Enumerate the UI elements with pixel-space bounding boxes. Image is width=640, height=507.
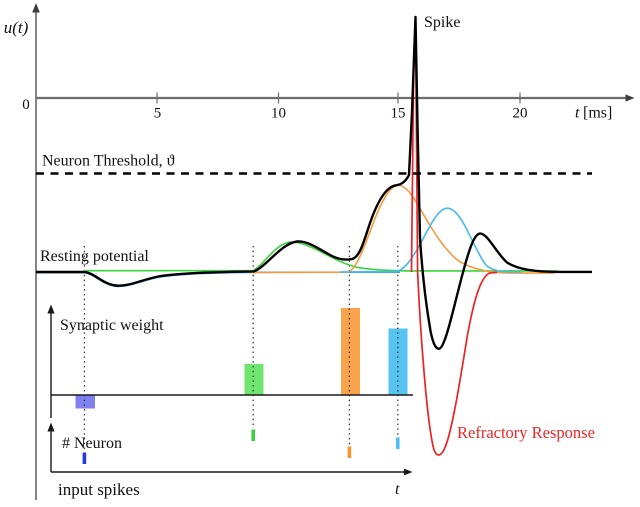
u-axis-arrowhead-icon: [32, 3, 40, 13]
weight-bar-green: [244, 364, 264, 395]
tick-label-5: 5: [154, 106, 162, 122]
input-spike-green: [251, 429, 255, 441]
t-axis-label-unit: [ms]: [583, 105, 612, 122]
spike-label: Spike: [424, 14, 460, 31]
u-axis-label: u(t): [4, 18, 29, 37]
tick-label-15: 15: [391, 106, 406, 122]
neuron-count-label: # Neuron: [62, 435, 122, 452]
weight-bar-blue: [75, 395, 95, 409]
input-spike-orange: [347, 446, 352, 458]
refractory-response-label: Refractory Response: [457, 423, 595, 442]
refractory-response-curve: [410, 45, 498, 456]
psp-curve-cyan: [339, 207, 522, 273]
tick-label-10: 10: [271, 106, 286, 122]
origin-label: 0: [22, 97, 30, 113]
input-spike-cyan: [396, 437, 400, 449]
tick-label-20: 20: [513, 106, 528, 122]
t-axis-label-var: t: [575, 105, 580, 122]
threshold-label: Neuron Threshold, ϑ: [42, 153, 175, 170]
psp-curve-green: [83, 241, 559, 272]
input-spikes-label: input spikes: [58, 480, 140, 499]
membrane-potential-curve: [36, 15, 592, 350]
t-axis-arrowhead-icon: [625, 94, 635, 102]
input-spike-blue: [82, 452, 87, 464]
weight-bar-orange: [341, 308, 360, 395]
raster-axis-arrowhead-right-icon: [403, 468, 413, 476]
synaptic-weight-label: Synaptic weight: [60, 317, 164, 334]
psp-curve-orange: [249, 184, 554, 274]
resting-potential-label: Resting potential: [40, 248, 149, 265]
raster-axis-arrowhead-icon: [47, 422, 55, 432]
raster-time-label: t: [395, 481, 400, 498]
weight-axis-arrowhead-icon: [47, 304, 55, 314]
